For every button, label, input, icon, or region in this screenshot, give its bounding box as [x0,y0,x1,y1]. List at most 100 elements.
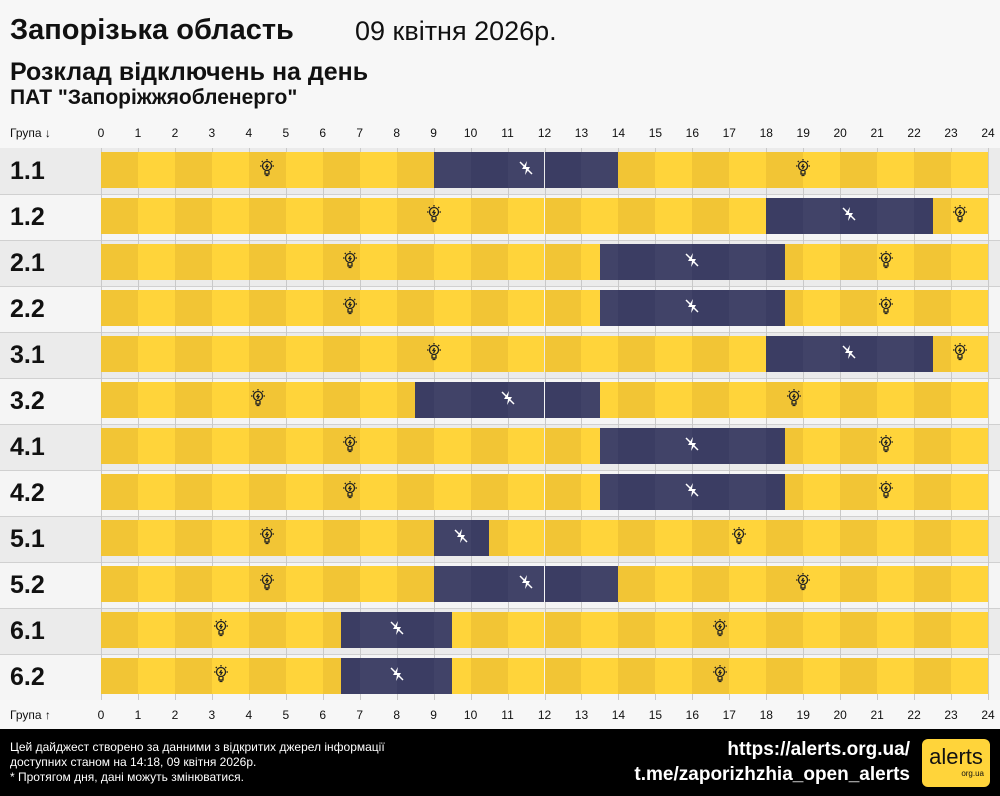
power-on-band [544,244,582,280]
power-on-band [951,658,988,694]
power-on-band [285,336,323,372]
power-on-band [433,290,471,326]
power-on-band [359,152,397,188]
power-off-band [581,566,619,602]
x-tick-label: 12 [537,126,552,140]
group-label: 3.1 [10,341,45,369]
x-tick-label: 20 [833,708,847,722]
power-on-band [248,198,286,234]
power-on-band [581,520,619,556]
grid-line [914,148,915,700]
power-on-band [470,612,508,648]
power-off-band [507,382,545,418]
power-on-band [544,658,582,694]
power-on-band [932,336,952,372]
power-off-band [470,152,508,188]
power-on-band [914,244,952,280]
power-on-band [322,566,360,602]
power-on-band [803,244,841,280]
lightbulb-icon [951,204,969,229]
power-on-band [101,244,138,280]
power-on-band [489,520,508,556]
x-tick-label: 21 [870,708,884,722]
group-label: 6.1 [10,617,45,645]
no-power-icon [683,435,701,458]
power-on-band [803,612,841,648]
power-on-band [507,428,545,464]
power-on-band [544,198,582,234]
grid-line [803,148,804,700]
power-on-band [877,428,915,464]
power-on-band [322,198,360,234]
power-on-band [840,566,878,602]
grid-line [840,148,841,700]
power-on-band [433,244,471,280]
power-off-band [433,152,471,188]
power-on-segment [101,566,434,602]
group-label: 4.1 [10,433,45,461]
power-on-band [211,612,249,648]
power-on-band [581,336,619,372]
power-on-band [507,474,545,510]
power-on-band [840,658,878,694]
power-on-band [729,198,767,234]
power-on-band [840,428,878,464]
power-on-band [174,336,212,372]
x-tick-label: 22 [907,708,921,722]
power-on-band [248,244,286,280]
power-on-band [581,244,600,280]
power-on-band [877,474,915,510]
power-off-segment [415,382,600,418]
no-power-icon [388,619,406,642]
no-power-icon [840,205,858,228]
power-on-band [581,612,619,648]
power-on-segment [101,152,434,188]
power-on-band [211,198,249,234]
power-on-band [803,520,841,556]
power-off-band [618,428,656,464]
site-link[interactable]: https://alerts.org.ua/ [727,739,910,760]
power-off-band [470,520,490,556]
power-on-band [211,244,249,280]
lightbulb-icon [951,342,969,367]
grid-line [729,148,730,700]
power-on-band [581,290,600,326]
grid-line [360,148,361,700]
power-on-band [803,658,841,694]
power-on-band [211,520,249,556]
power-off-band [766,474,785,510]
telegram-link[interactable]: t.me/zaporizhzhia_open_alerts [634,764,910,785]
power-off-band [729,428,767,464]
power-on-band [544,520,582,556]
no-power-icon [683,481,701,504]
power-on-band [507,658,545,694]
power-on-band [137,474,175,510]
power-on-segment [933,198,988,234]
no-power-icon [452,527,470,550]
x-tick-label: 15 [648,126,663,140]
grid-line [434,148,435,700]
power-on-band [914,658,952,694]
power-on-band [470,198,508,234]
x-tick-label: 16 [685,126,700,140]
power-on-band [766,658,804,694]
power-on-band [322,612,342,648]
power-on-segment [101,520,434,556]
power-on-band [803,152,841,188]
x-tick-label: 17 [722,708,736,722]
power-on-segment [785,290,988,326]
lightbulb-icon [730,526,748,551]
power-off-band [359,612,397,648]
power-on-band [655,198,693,234]
power-on-band [211,474,249,510]
power-on-band [433,474,471,510]
x-tick-label: 22 [907,126,921,140]
power-on-band [951,336,988,372]
power-on-band [285,474,323,510]
grid-line [249,148,250,700]
grid-line [138,148,139,700]
x-tick-label: 3 [208,126,216,140]
power-off-segment [600,290,785,326]
power-on-band [766,382,804,418]
power-on-band [359,474,397,510]
